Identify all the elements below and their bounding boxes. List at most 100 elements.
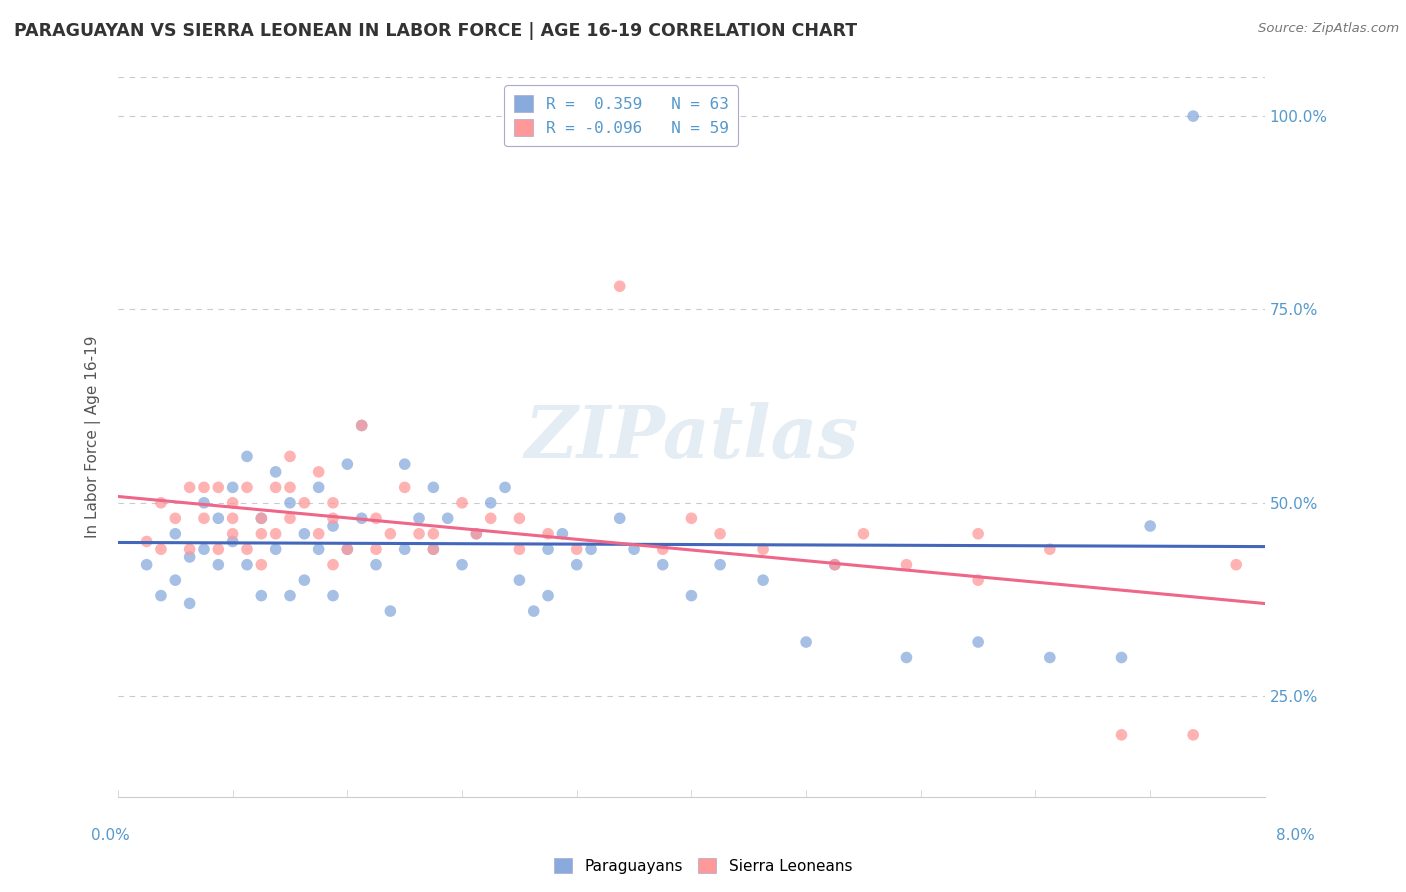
Point bbox=[380, 526, 402, 541]
Legend: R =  0.359   N = 63, R = -0.096   N = 59: R = 0.359 N = 63, R = -0.096 N = 59 bbox=[505, 86, 738, 145]
Point bbox=[709, 558, 731, 572]
Point bbox=[264, 526, 287, 541]
Point bbox=[149, 496, 172, 510]
Point bbox=[896, 650, 918, 665]
Text: 0.0%: 0.0% bbox=[91, 828, 131, 843]
Point bbox=[623, 542, 645, 557]
Point bbox=[394, 457, 416, 471]
Point bbox=[193, 480, 215, 494]
Point bbox=[278, 450, 301, 464]
Point bbox=[350, 511, 373, 525]
Point bbox=[436, 511, 458, 525]
Point bbox=[967, 573, 990, 587]
Point bbox=[221, 526, 243, 541]
Point bbox=[364, 511, 387, 525]
Point bbox=[551, 526, 574, 541]
Point bbox=[408, 511, 430, 525]
Point bbox=[380, 604, 402, 618]
Point bbox=[565, 558, 588, 572]
Point bbox=[1182, 728, 1205, 742]
Point bbox=[149, 589, 172, 603]
Point bbox=[149, 542, 172, 557]
Point bbox=[479, 511, 502, 525]
Point bbox=[165, 511, 187, 525]
Point bbox=[451, 558, 474, 572]
Point bbox=[479, 496, 502, 510]
Point bbox=[422, 542, 444, 557]
Point bbox=[322, 519, 344, 533]
Point bbox=[221, 480, 243, 494]
Point bbox=[394, 480, 416, 494]
Point bbox=[651, 558, 673, 572]
Point bbox=[322, 589, 344, 603]
Point bbox=[408, 526, 430, 541]
Point bbox=[1039, 542, 1062, 557]
Legend: Paraguayans, Sierra Leoneans: Paraguayans, Sierra Leoneans bbox=[548, 852, 858, 880]
Point bbox=[308, 526, 330, 541]
Point bbox=[494, 480, 516, 494]
Point bbox=[609, 511, 631, 525]
Point bbox=[1111, 650, 1133, 665]
Point bbox=[236, 558, 259, 572]
Point bbox=[165, 573, 187, 587]
Point bbox=[264, 465, 287, 479]
Point bbox=[752, 573, 775, 587]
Point bbox=[236, 542, 259, 557]
Point bbox=[278, 589, 301, 603]
Point bbox=[651, 542, 673, 557]
Point bbox=[193, 542, 215, 557]
Text: ZIPatlas: ZIPatlas bbox=[524, 401, 859, 473]
Point bbox=[508, 542, 530, 557]
Text: PARAGUAYAN VS SIERRA LEONEAN IN LABOR FORCE | AGE 16-19 CORRELATION CHART: PARAGUAYAN VS SIERRA LEONEAN IN LABOR FO… bbox=[14, 22, 858, 40]
Point bbox=[278, 511, 301, 525]
Point bbox=[207, 558, 229, 572]
Point bbox=[364, 542, 387, 557]
Point bbox=[278, 496, 301, 510]
Point bbox=[537, 542, 560, 557]
Point bbox=[278, 480, 301, 494]
Point bbox=[364, 558, 387, 572]
Point bbox=[322, 496, 344, 510]
Point bbox=[179, 480, 201, 494]
Point bbox=[292, 573, 315, 587]
Point bbox=[896, 558, 918, 572]
Text: Source: ZipAtlas.com: Source: ZipAtlas.com bbox=[1258, 22, 1399, 36]
Point bbox=[207, 511, 229, 525]
Point bbox=[350, 418, 373, 433]
Point bbox=[292, 526, 315, 541]
Point bbox=[250, 558, 273, 572]
Y-axis label: In Labor Force | Age 16-19: In Labor Force | Age 16-19 bbox=[86, 335, 101, 539]
Point bbox=[752, 542, 775, 557]
Point bbox=[250, 511, 273, 525]
Point bbox=[422, 480, 444, 494]
Point bbox=[207, 480, 229, 494]
Point bbox=[264, 480, 287, 494]
Point bbox=[1139, 519, 1161, 533]
Point bbox=[135, 534, 157, 549]
Point bbox=[824, 558, 846, 572]
Point bbox=[207, 542, 229, 557]
Point bbox=[336, 542, 359, 557]
Point bbox=[1111, 728, 1133, 742]
Point bbox=[179, 549, 201, 564]
Point bbox=[336, 542, 359, 557]
Point bbox=[221, 534, 243, 549]
Point bbox=[308, 480, 330, 494]
Point bbox=[221, 511, 243, 525]
Point bbox=[681, 511, 703, 525]
Point bbox=[537, 526, 560, 541]
Point bbox=[135, 558, 157, 572]
Point bbox=[1225, 558, 1247, 572]
Point bbox=[236, 480, 259, 494]
Point bbox=[394, 542, 416, 557]
Point bbox=[179, 596, 201, 610]
Point bbox=[350, 418, 373, 433]
Point bbox=[537, 589, 560, 603]
Point bbox=[308, 542, 330, 557]
Point bbox=[193, 511, 215, 525]
Point bbox=[579, 542, 602, 557]
Point bbox=[336, 457, 359, 471]
Point bbox=[165, 526, 187, 541]
Point bbox=[422, 542, 444, 557]
Point bbox=[523, 604, 546, 618]
